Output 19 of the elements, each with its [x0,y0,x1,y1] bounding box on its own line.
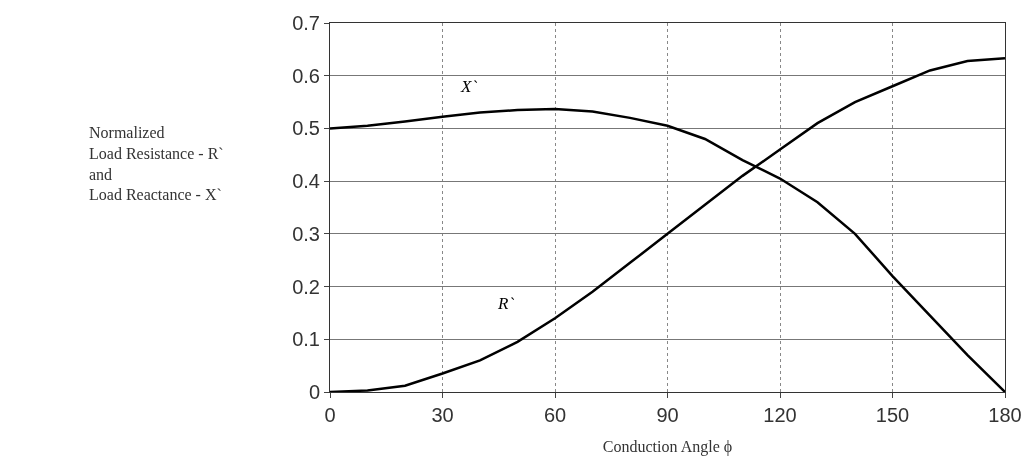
x-tick-label: 30 [431,404,454,426]
x-tick-label: 180 [988,404,1022,426]
y-tick-label: 0.3 [292,222,320,245]
y-tick-label: 0.2 [292,275,320,298]
y-tick-label: 0.1 [292,328,320,351]
x-tick-label: 120 [763,404,797,426]
annotation: X` [460,77,478,96]
y-tick-label: 0 [308,381,320,403]
y-tick-label: 0.5 [292,117,320,140]
x-tick-label: 150 [875,404,910,426]
x-tick-label: 90 [656,404,679,426]
y-tick-label: 0.7 [292,12,320,34]
y-tick-label: 0.6 [292,64,320,87]
y-axis-title: Normalized Load Resistance - R` and Load Reactance - X` [89,124,224,204]
x-axis-title: Conduction Angle ϕ [602,437,733,456]
x-tick-label: 60 [543,404,567,426]
y-tick-label: 0.4 [292,170,320,193]
annotation: R` [497,294,515,313]
x-tick-label: 0 [324,404,336,426]
